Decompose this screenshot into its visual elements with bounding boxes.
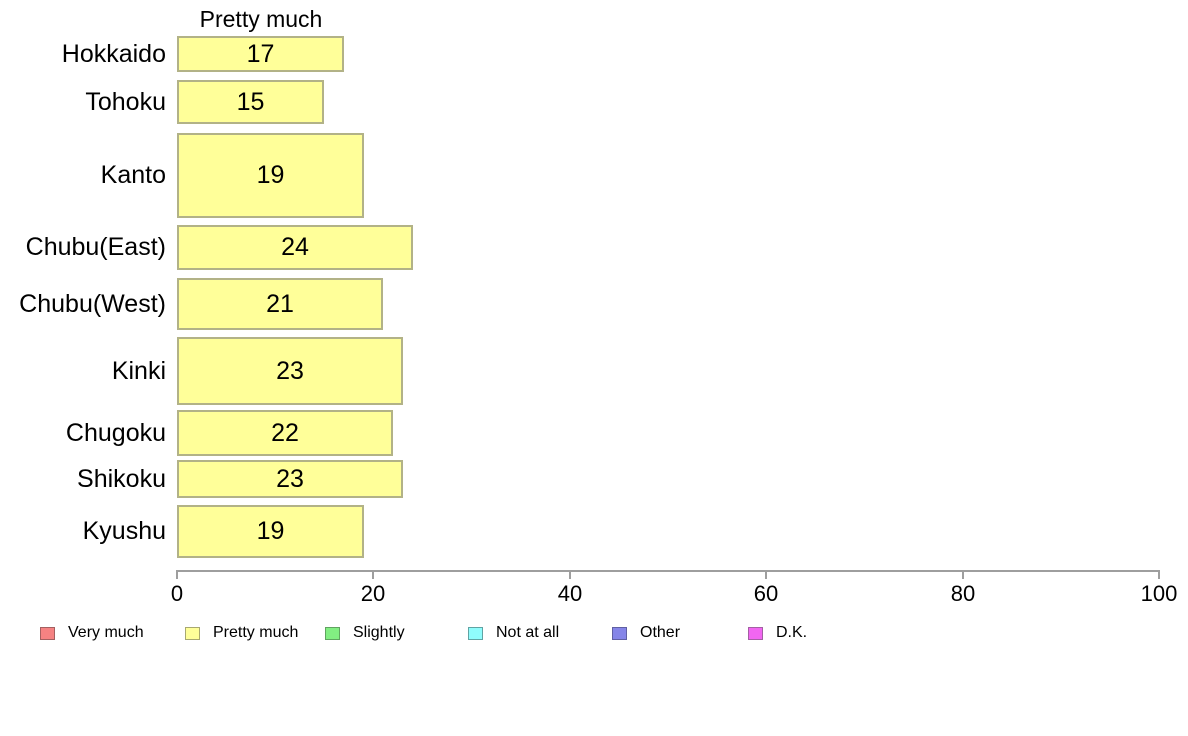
category-label: Kyushu xyxy=(82,517,166,545)
x-axis-tick-label: 40 xyxy=(557,581,583,606)
bar-value-label: 24 xyxy=(281,233,309,261)
bar-value-label: 22 xyxy=(271,418,299,447)
category-label: Hokkaido xyxy=(61,39,166,68)
category-label: Tohoku xyxy=(85,87,166,116)
bar: 23 xyxy=(177,460,403,498)
bar: 19 xyxy=(177,133,364,218)
legend-item: Other xyxy=(612,624,680,642)
bar-value-label: 23 xyxy=(276,464,304,493)
bar: 15 xyxy=(177,80,324,124)
legend-swatch-icon xyxy=(612,626,627,640)
x-axis-tick-label: 60 xyxy=(753,581,779,606)
x-axis-tick xyxy=(569,570,571,579)
x-axis-line xyxy=(177,570,1159,572)
bar: 19 xyxy=(177,505,364,558)
bar: 22 xyxy=(177,410,393,456)
bar: 24 xyxy=(177,225,413,270)
x-axis-tick-label: 100 xyxy=(1140,581,1178,606)
bar: 23 xyxy=(177,337,403,405)
category-label: Kanto xyxy=(100,161,166,189)
bar-value-label: 19 xyxy=(256,517,285,545)
x-axis-tick xyxy=(765,570,767,579)
chart-title: Pretty much xyxy=(199,6,323,32)
x-axis-tick xyxy=(176,570,178,579)
legend-label: D.K. xyxy=(776,624,808,641)
category-label: Kinki xyxy=(111,356,166,385)
legend-label: Slightly xyxy=(353,624,405,641)
bar-value-label: 17 xyxy=(246,39,275,68)
legend-label: Pretty much xyxy=(213,624,299,641)
category-label: Chugoku xyxy=(65,418,166,447)
x-axis-tick xyxy=(372,570,374,579)
bar-value-label: 19 xyxy=(256,161,285,189)
x-axis-tick-label: 80 xyxy=(950,581,976,606)
category-label: Shikoku xyxy=(77,464,166,493)
bar: 21 xyxy=(177,278,383,330)
legend-item: Pretty much xyxy=(185,624,298,642)
legend-swatch-icon xyxy=(748,626,763,640)
legend-item: Slightly xyxy=(325,624,405,642)
x-axis-tick-label: 0 xyxy=(170,581,184,606)
x-axis-tick-label: 20 xyxy=(360,581,386,606)
legend-swatch-icon xyxy=(468,626,483,640)
legend-swatch-icon xyxy=(325,626,340,640)
legend-swatch-icon xyxy=(40,626,55,640)
category-label: Chubu(West) xyxy=(19,289,166,318)
legend-label: Very much xyxy=(68,624,144,641)
legend-label: Other xyxy=(640,624,681,641)
bar: 17 xyxy=(177,36,344,72)
legend-swatch-icon xyxy=(185,626,200,640)
category-label: Chubu(East) xyxy=(25,233,166,261)
legend-item: Not at all xyxy=(468,624,559,642)
bar-value-label: 21 xyxy=(266,289,294,318)
bar-value-label: 23 xyxy=(276,356,304,385)
legend-item: Very much xyxy=(40,624,144,642)
legend-item: D.K. xyxy=(748,624,807,642)
bar-value-label: 15 xyxy=(236,87,265,116)
legend-label: Not at all xyxy=(496,624,560,641)
x-axis-tick xyxy=(1158,570,1160,579)
x-axis-tick xyxy=(962,570,964,579)
